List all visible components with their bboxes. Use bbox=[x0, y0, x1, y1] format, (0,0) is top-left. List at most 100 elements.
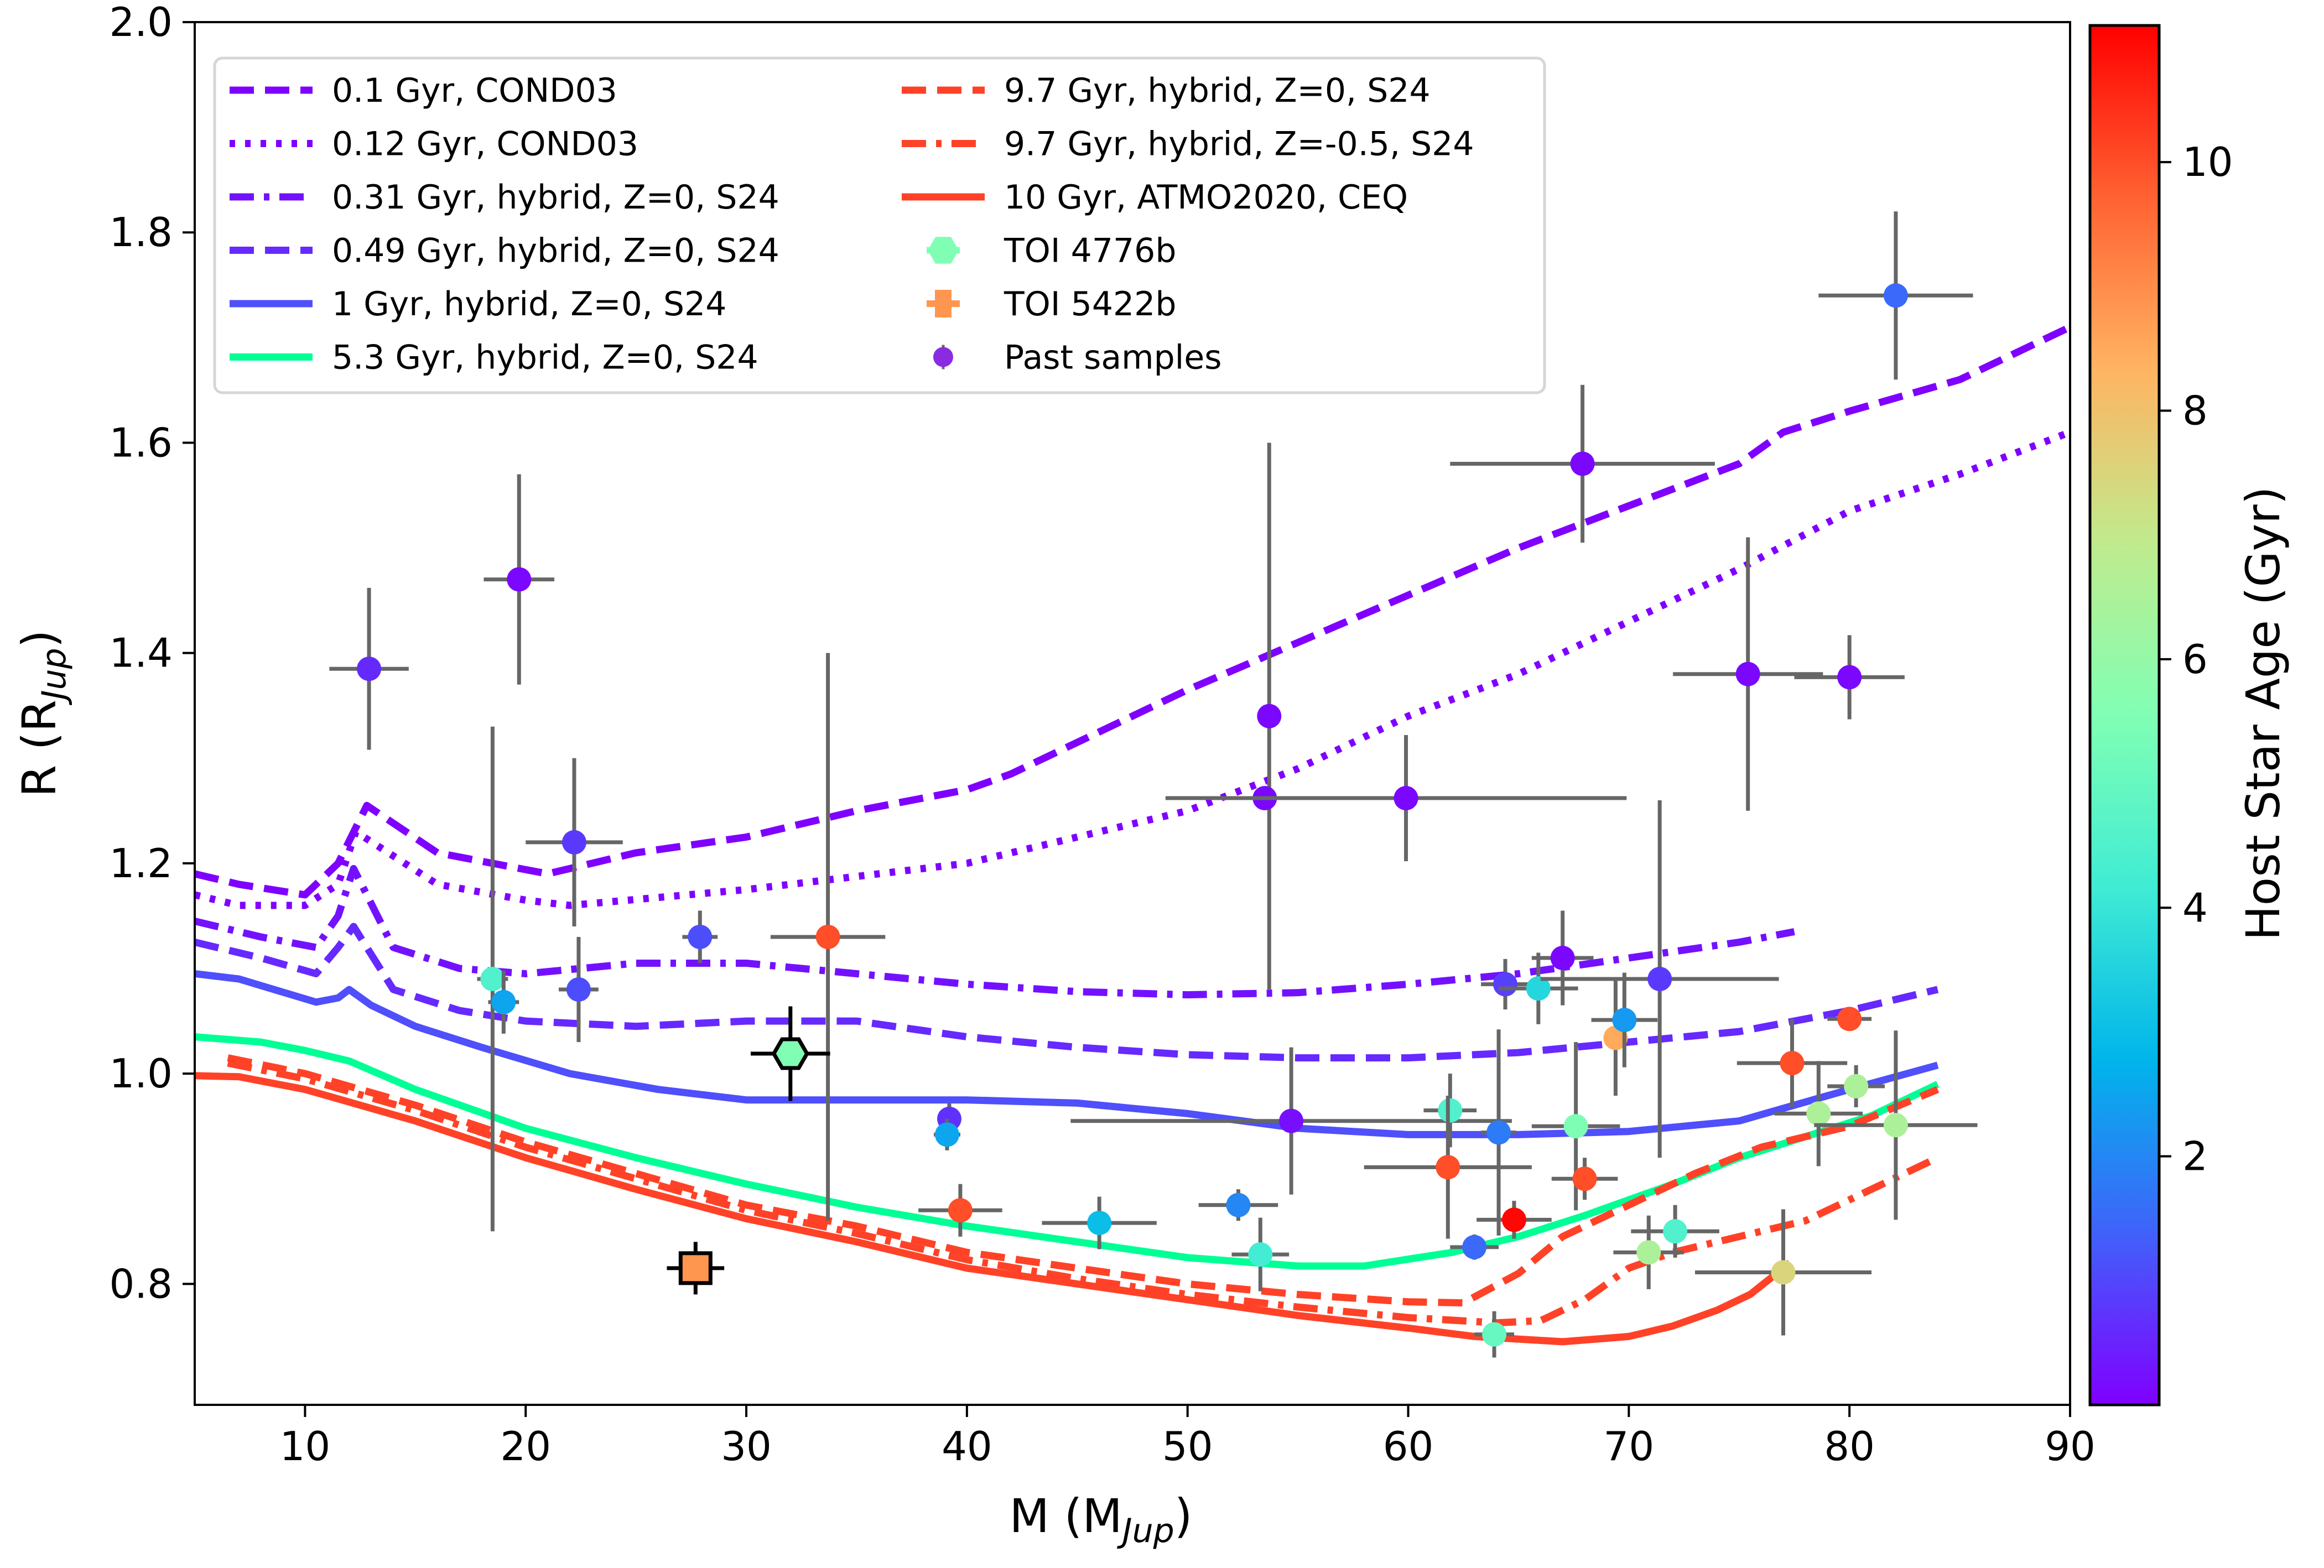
past-sample-point bbox=[559, 936, 599, 1043]
past-sample-point bbox=[1185, 734, 1627, 862]
past-sample-point bbox=[477, 726, 508, 1232]
past-sample-point bbox=[1450, 384, 1715, 543]
colorbar-tick-label: 6 bbox=[2182, 636, 2208, 683]
data-marker bbox=[561, 830, 586, 855]
legend-label: TOI 5422b bbox=[1004, 285, 1176, 324]
data-marker bbox=[1486, 1120, 1511, 1145]
data-marker bbox=[1501, 1207, 1526, 1232]
past-sample-point bbox=[918, 1184, 1002, 1237]
past-sample-point bbox=[1531, 910, 1594, 1006]
y-tick-label: 1.2 bbox=[109, 840, 173, 887]
legend-hexagon-icon bbox=[928, 237, 959, 264]
x-tick-label: 30 bbox=[721, 1423, 772, 1470]
y-tick-label: 1.0 bbox=[109, 1050, 173, 1097]
past-sample-point bbox=[1551, 1158, 1618, 1200]
legend-entry: 0.49 Gyr, hybrid, Z=0, S24 bbox=[230, 232, 779, 270]
past-sample-point bbox=[682, 910, 718, 963]
data-marker bbox=[934, 1122, 959, 1147]
colorbar-gradient bbox=[2088, 24, 2161, 1406]
colorbar-tick-label: 2 bbox=[2182, 1133, 2208, 1180]
past-sample-point bbox=[1591, 972, 1658, 1067]
legend-entry: 5.3 Gyr, hybrid, Z=0, S24 bbox=[230, 338, 758, 377]
toi-point-toi-4776b bbox=[751, 1006, 830, 1101]
x-tick-label: 10 bbox=[280, 1423, 331, 1470]
model-curve-1 bbox=[195, 429, 2070, 909]
legend-entry: 10 Gyr, ATMO2020, CEQ bbox=[902, 178, 1408, 217]
past-sample-point bbox=[1198, 1189, 1278, 1221]
toi-point-toi-5422b bbox=[667, 1242, 725, 1295]
past-sample-point bbox=[1499, 952, 1578, 1024]
x-tick-label: 80 bbox=[1824, 1423, 1875, 1470]
x-tick-label: 70 bbox=[1604, 1423, 1655, 1470]
past-sample-point bbox=[1814, 1030, 1978, 1220]
data-marker bbox=[1771, 1260, 1796, 1285]
data-marker bbox=[1735, 661, 1760, 686]
past-sample-point bbox=[1423, 1074, 1477, 1148]
data-marker bbox=[1883, 1113, 1908, 1138]
past-sample-point bbox=[1613, 1215, 1684, 1289]
x-tick-label: 20 bbox=[500, 1423, 551, 1470]
past-sample-point bbox=[1818, 211, 1973, 380]
legend-entry: 1 Gyr, hybrid, Z=0, S24 bbox=[230, 285, 726, 324]
data-marker bbox=[1257, 704, 1282, 728]
past-sample-point bbox=[934, 1118, 960, 1150]
x-axis-title: M (MJup) bbox=[1009, 1489, 1192, 1550]
past-sample-point bbox=[1673, 537, 1823, 811]
colorbar-label: Host Star Age (Gyr) bbox=[2236, 487, 2290, 941]
data-marker bbox=[1226, 1192, 1251, 1217]
x-tick-label: 50 bbox=[1162, 1423, 1213, 1470]
data-marker bbox=[480, 967, 505, 992]
data-marker bbox=[1248, 1242, 1273, 1267]
legend-entry: 0.31 Gyr, hybrid, Z=0, S24 bbox=[230, 178, 779, 217]
past-sample-point bbox=[329, 587, 409, 750]
legend-label: 9.7 Gyr, hybrid, Z=-0.5, S24 bbox=[1004, 125, 1474, 164]
y-tick-label: 0.8 bbox=[109, 1260, 173, 1307]
y-axis-title: R (RJup) bbox=[12, 630, 74, 798]
legend-box bbox=[213, 56, 1546, 394]
x-tick-label: 40 bbox=[942, 1423, 992, 1470]
data-marker bbox=[1837, 665, 1862, 690]
past-sample-point bbox=[1364, 1096, 1532, 1239]
data-marker bbox=[1394, 786, 1418, 811]
legend-entry: TOI 5422b bbox=[927, 285, 1176, 324]
data-marker bbox=[566, 977, 591, 1002]
y-tick-label: 1.8 bbox=[109, 209, 173, 256]
past-sample-point bbox=[483, 474, 555, 685]
legend-label: Past samples bbox=[1004, 338, 1222, 377]
past-sample-point bbox=[1042, 1196, 1157, 1249]
data-marker bbox=[1806, 1101, 1831, 1126]
legend-label: 9.7 Gyr, hybrid, Z=0, S24 bbox=[1004, 71, 1431, 110]
legend-label: 10 Gyr, ATMO2020, CEQ bbox=[1004, 178, 1408, 217]
data-marker bbox=[1663, 1219, 1688, 1244]
colorbar-tick-label: 8 bbox=[2182, 388, 2208, 434]
past-sample-point bbox=[1481, 1029, 1516, 1236]
past-sample-point bbox=[1695, 1209, 1872, 1336]
legend-square-icon bbox=[935, 290, 952, 317]
data-marker bbox=[1837, 1007, 1862, 1032]
data-marker bbox=[357, 657, 382, 681]
data-marker bbox=[1647, 967, 1672, 992]
square-marker bbox=[678, 1251, 713, 1285]
x-axis: 10 20 30 40 50 60 70 80 90 bbox=[280, 1405, 2096, 1470]
legend-label: 0.31 Gyr, hybrid, Z=0, S24 bbox=[332, 178, 779, 217]
past-sample-point bbox=[1474, 1311, 1514, 1358]
data-marker bbox=[1493, 972, 1518, 997]
data-marker bbox=[1438, 1098, 1463, 1123]
y-axis: 0.8 1.0 1.2 1.4 1.6 1.8 2.0 bbox=[109, 0, 195, 1307]
legend: 0.1 Gyr, COND03 0.12 Gyr, COND03 0.31 Gyr,… bbox=[213, 56, 1546, 394]
colorbar-tick-label: 4 bbox=[2182, 884, 2208, 931]
data-marker bbox=[1780, 1051, 1805, 1076]
past-sample-point bbox=[1827, 1065, 1885, 1107]
model-curve-6 bbox=[227, 1054, 1940, 1307]
past-sample-point bbox=[1827, 1007, 1872, 1032]
past-sample-point bbox=[488, 970, 519, 1034]
legend-entry: 9.7 Gyr, hybrid, Z=-0.5, S24 bbox=[902, 125, 1474, 164]
y-tick-label: 1.4 bbox=[109, 630, 173, 676]
data-marker bbox=[1462, 1234, 1487, 1259]
past-sample-point bbox=[526, 758, 623, 926]
data-marker bbox=[1612, 1008, 1637, 1033]
data-marker bbox=[507, 567, 532, 592]
legend-label: 1 Gyr, hybrid, Z=0, S24 bbox=[332, 285, 726, 324]
past-sample-point bbox=[1631, 1205, 1719, 1258]
past-sample-point bbox=[1774, 1061, 1863, 1166]
